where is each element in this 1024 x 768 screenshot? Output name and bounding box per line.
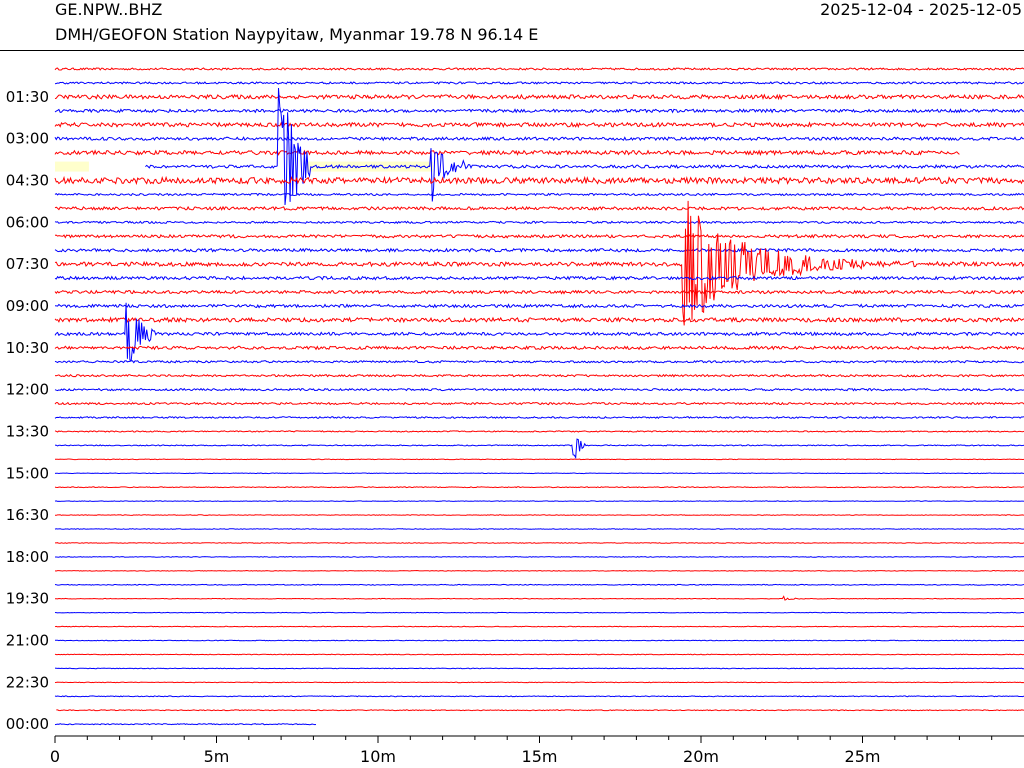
trace-row-46 [56,709,1024,712]
station-info: DMH/GEOFON Station Naypyitaw, Myanmar 19… [55,25,539,44]
trace-row-2 [54,93,1024,101]
y-tick-label: 09:00 [6,297,49,315]
trace-row-42 [54,653,1024,656]
y-tick-label: 04:30 [6,172,49,190]
trace-row-26 [54,430,1024,433]
trace-row-17 [54,303,1024,309]
trace-row-30 [54,486,1024,489]
trace-row-45 [54,695,1024,698]
trace-row-0 [54,67,1024,71]
y-tick-label: 10:30 [6,339,49,357]
y-axis: 01:30 03:00 04:30 06:00 07:30 09:00 10:30 12:00… [6,88,49,733]
x-tick-label: 0 [50,747,60,766]
trace-row-25 [54,415,1024,420]
y-tick-label: 16:30 [6,506,49,524]
y-tick-label: 12:00 [6,381,49,399]
y-tick-label: 15:00 [6,464,49,482]
trace-row-11 [54,220,1024,225]
trace-row-5 [54,136,1024,142]
y-tick-label: 21:00 [6,632,49,650]
y-tick-label: 01:30 [6,88,49,106]
trace-row-38 [54,595,1024,601]
date-range: 2025-12-04 - 2025-12-05 [820,0,1022,19]
trace-row-47 [54,723,317,726]
trace-row-7 [145,87,1024,206]
y-tick-label: 13:30 [6,422,49,440]
trace-row-21 [54,360,1024,364]
y-tick-label: 06:00 [6,213,49,231]
trace-row-6 [54,149,960,157]
trace-row-12 [54,233,1024,239]
trace-row-36 [54,569,1024,572]
x-tick-label: 20m [683,747,719,766]
x-tick-label: 15m [522,747,558,766]
trace-row-23 [54,387,1024,392]
trace-row-33 [54,528,1024,530]
x-tick-label: 10m [360,747,396,766]
trace-row-39 [54,611,1024,614]
trace-row-20 [54,345,1024,351]
trace-row-19 [54,302,1024,362]
data-gap-shading [55,161,89,172]
y-tick-label: 18:00 [6,548,49,566]
trace-row-4 [54,121,1024,129]
trace-row-31 [54,500,1024,502]
trace-row-18 [54,316,1024,324]
trace-row-40 [54,625,1024,628]
trace-row-15 [54,275,1024,281]
station-code: GE.NPW..BHZ [55,0,163,19]
trace-row-10 [54,205,1024,211]
trace-row-13 [54,247,1024,253]
trace-row-44 [54,681,1024,684]
y-tick-label: 19:30 [6,590,49,608]
trace-row-8 [54,175,1024,186]
y-tick-label: 00:00 [6,715,49,733]
trace-row-14 [54,200,1024,326]
y-tick-label: 07:30 [6,255,49,273]
y-tick-label: 03:00 [6,130,49,148]
y-tick-label: 22:30 [6,673,49,691]
trace-row-22 [54,373,1024,378]
trace-row-35 [55,556,1024,558]
trace-row-3 [54,108,1024,114]
trace-row-1 [54,81,1024,85]
trace-row-9 [54,192,1024,197]
trace-row-34 [55,542,1024,544]
trace-row-32 [54,514,1024,516]
traces-layer [54,67,1024,726]
header-divider [0,50,1024,51]
trace-row-16 [54,289,1024,295]
trace-row-41 [54,639,1024,642]
trace-row-28 [55,458,1024,461]
x-axis: 0 5m 10m 15m 20m 25m [50,735,1024,766]
trace-row-43 [54,667,1024,670]
x-tick-label: 25m [845,747,881,766]
x-tick-label: 5m [204,747,230,766]
trace-row-24 [54,401,1024,406]
trace-row-37 [54,583,1024,586]
trace-row-27 [54,438,1024,460]
trace-row-29 [54,472,1024,475]
